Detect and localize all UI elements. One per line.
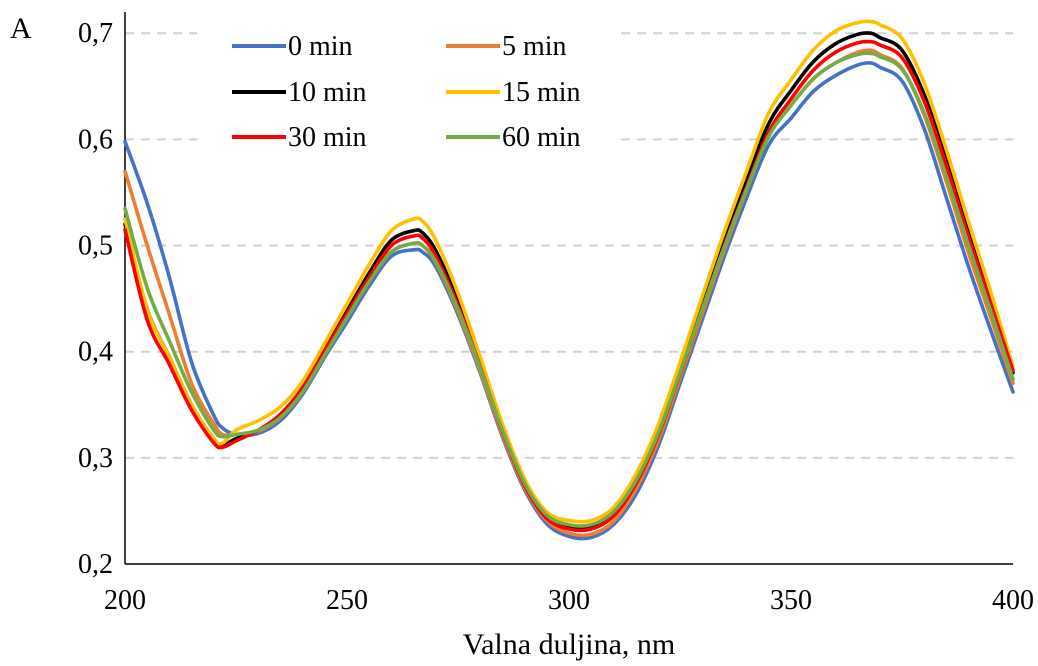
y-axis-title: A bbox=[10, 12, 32, 45]
x-tick-label: 250 bbox=[326, 585, 368, 616]
axes: 0,2 0,3 0,4 0,5 0,6 0,7 200 250 300 350 400 bbox=[78, 12, 1034, 616]
legend-label: 15 min bbox=[502, 77, 581, 108]
y-tick-label: 0,2 bbox=[78, 549, 113, 580]
x-axis-title: Valna duljina, nm bbox=[463, 628, 675, 661]
legend-label: 10 min bbox=[288, 77, 367, 108]
y-tick-label: 0,4 bbox=[78, 337, 113, 368]
series-line-60-min bbox=[123, 51, 1015, 528]
legend-label: 60 min bbox=[502, 122, 581, 153]
x-tick-label: 350 bbox=[770, 585, 812, 616]
y-tick-label: 0,5 bbox=[78, 231, 113, 262]
legend: 0 min 5 min 10 min 15 min 30 min 60 min bbox=[197, 24, 621, 160]
x-tick-label: 200 bbox=[104, 585, 146, 616]
series-lines bbox=[123, 19, 1015, 541]
x-tick-label: 400 bbox=[992, 585, 1034, 616]
y-tick-label: 0,3 bbox=[78, 443, 113, 474]
legend-label: 30 min bbox=[288, 122, 367, 153]
x-tick-label: 300 bbox=[548, 585, 590, 616]
series-line-15-min bbox=[123, 19, 1015, 524]
legend-label: 0 min bbox=[288, 31, 353, 62]
series-line-0-min bbox=[123, 61, 1015, 541]
legend-label: 5 min bbox=[502, 31, 567, 62]
y-tick-label: 0,6 bbox=[78, 124, 113, 155]
y-tick-label: 0,7 bbox=[78, 18, 113, 49]
